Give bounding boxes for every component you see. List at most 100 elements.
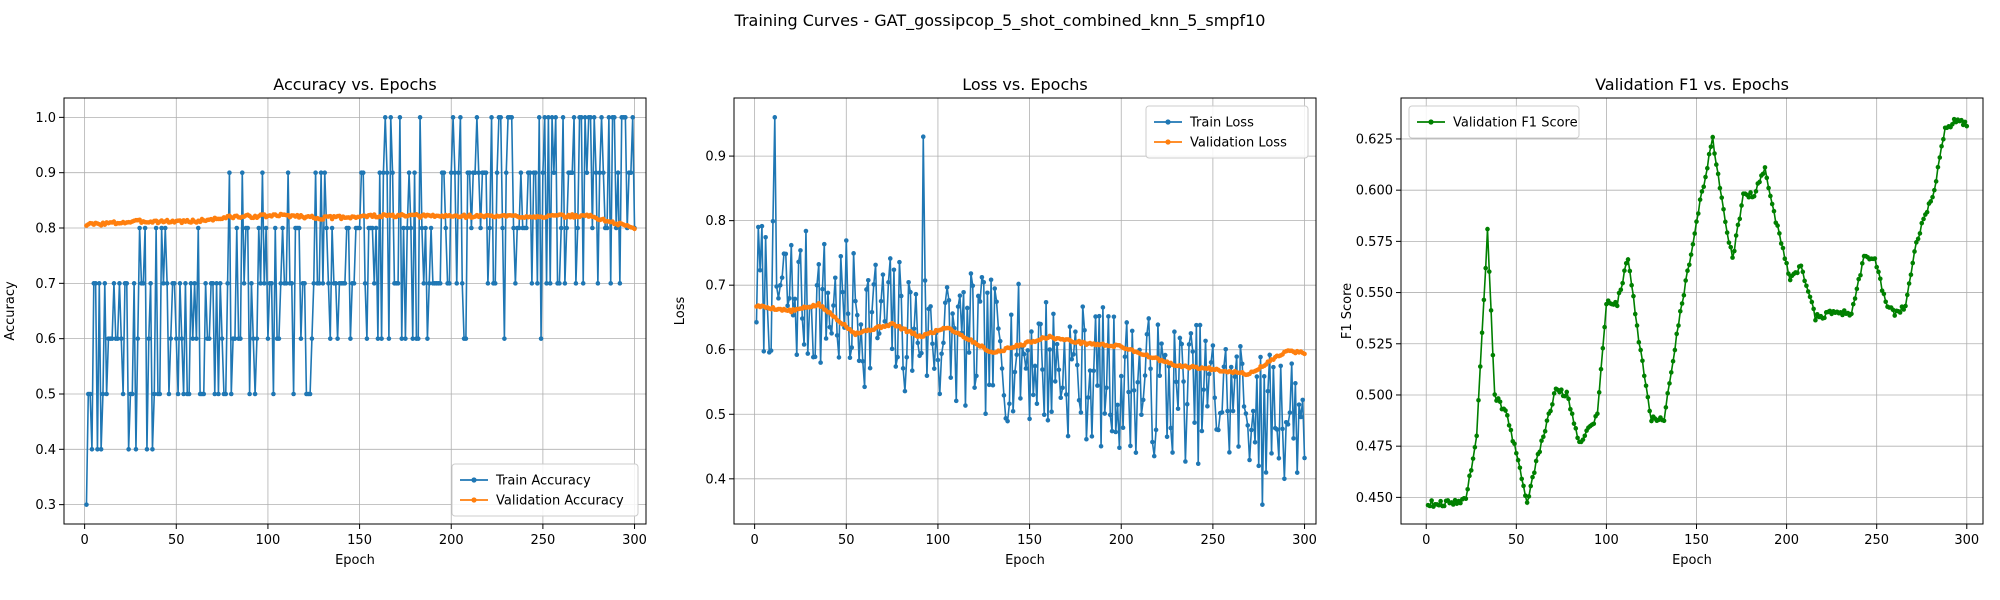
data-point	[1645, 394, 1651, 400]
data-point	[1701, 184, 1707, 190]
data-point	[1109, 428, 1115, 434]
axes-frame	[733, 97, 1317, 525]
data-point	[1173, 379, 1179, 385]
data-point	[562, 281, 568, 286]
data-point	[1034, 401, 1040, 406]
data-point	[538, 336, 544, 341]
data-point	[1811, 306, 1816, 312]
y-tick-label: 0.8	[35, 222, 56, 237]
data-point	[1883, 299, 1888, 305]
data-point	[87, 391, 93, 397]
data-point	[1483, 265, 1488, 271]
data-point	[584, 170, 590, 175]
data-point	[882, 319, 888, 324]
data-point	[311, 281, 317, 286]
data-point	[382, 115, 388, 120]
data-point	[1047, 347, 1053, 352]
data-point	[608, 281, 614, 286]
data-point	[1117, 445, 1122, 451]
data-point	[326, 281, 331, 286]
data-point	[1748, 190, 1753, 195]
data-point	[827, 324, 833, 330]
data-point	[986, 382, 992, 388]
data-point	[1438, 498, 1443, 504]
data-point	[1719, 195, 1725, 200]
data-point	[1250, 408, 1256, 414]
data-point	[922, 278, 928, 283]
data-point	[1924, 209, 1930, 215]
data-point	[1512, 441, 1517, 447]
data-point	[1692, 231, 1697, 236]
data-point	[847, 355, 853, 361]
data-point	[946, 297, 952, 303]
series-2	[754, 301, 1307, 378]
data-point	[1876, 269, 1881, 275]
data-point	[1241, 404, 1247, 409]
data-point	[1287, 410, 1293, 415]
data-point	[536, 115, 542, 120]
data-point	[1192, 420, 1197, 425]
data-point	[785, 303, 790, 309]
data-point	[1840, 312, 1845, 318]
data-point	[1762, 165, 1768, 170]
data-point	[1485, 226, 1490, 232]
chart-panel-3: 0 50 100 150 200 250 300 0.450 0.475 0.500 0.525 0.…	[1340, 75, 1984, 568]
data-point	[1703, 174, 1708, 180]
data-point	[770, 218, 776, 224]
data-point	[1932, 187, 1937, 193]
data-point	[1856, 276, 1861, 282]
y-axis-label: F1 Score	[1340, 283, 1355, 339]
data-point	[996, 326, 1001, 331]
data-point	[1677, 308, 1683, 314]
data-point	[272, 225, 278, 231]
data-point	[256, 225, 262, 231]
data-point	[415, 336, 421, 341]
data-point	[887, 256, 893, 261]
legend: Validation F1 Score	[1408, 105, 1580, 139]
data-point	[1043, 300, 1049, 305]
chart-title: Loss vs. Epochs	[962, 75, 1087, 94]
data-point	[1760, 171, 1766, 177]
data-point	[1212, 395, 1218, 401]
y-axis-label: Accuracy	[3, 281, 18, 341]
data-point	[1282, 476, 1287, 482]
data-point	[1622, 268, 1627, 273]
data-point	[1733, 233, 1739, 238]
data-point	[1604, 301, 1609, 307]
data-point	[1168, 425, 1174, 431]
data-point	[1782, 256, 1788, 261]
data-point	[1935, 164, 1941, 170]
data-point	[818, 360, 823, 365]
data-point	[1649, 418, 1654, 424]
data-point	[1575, 435, 1580, 441]
data-point	[238, 336, 243, 341]
data-point	[1490, 352, 1496, 358]
data-point	[1122, 354, 1128, 360]
data-point	[1080, 304, 1086, 309]
data-point	[604, 225, 610, 231]
data-point	[606, 115, 612, 120]
data-point	[858, 322, 864, 327]
data-point	[1096, 313, 1102, 319]
data-point	[774, 284, 779, 289]
x-axis-label: Epoch	[1005, 553, 1045, 568]
data-point	[1539, 438, 1544, 444]
data-point	[1190, 349, 1196, 354]
data-point	[1595, 411, 1600, 416]
data-point	[820, 286, 825, 292]
data-point	[190, 336, 196, 341]
data-point	[560, 115, 566, 120]
data-point	[1126, 389, 1131, 395]
data-point	[175, 391, 181, 397]
data-point	[1697, 197, 1703, 202]
data-point	[96, 281, 102, 286]
data-point	[313, 170, 318, 175]
data-point	[1302, 351, 1307, 357]
data-point	[1296, 402, 1302, 407]
data-point	[547, 281, 553, 286]
data-point	[829, 331, 834, 336]
data-point	[599, 115, 604, 120]
data-point	[1256, 463, 1262, 469]
data-point	[878, 298, 884, 304]
